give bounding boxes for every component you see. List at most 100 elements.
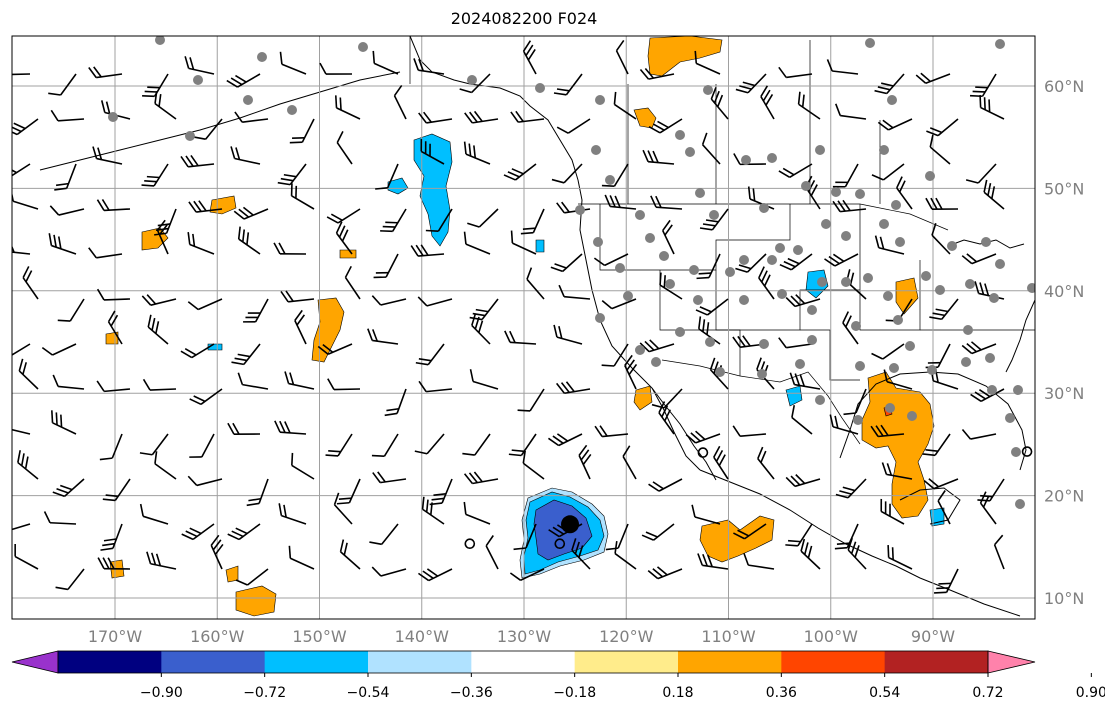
wind-barb	[979, 95, 1005, 120]
wind-barb	[517, 388, 545, 412]
wind-barb	[695, 298, 729, 316]
wind-barb	[881, 462, 913, 480]
colorbar-tick-label: 0.18	[662, 685, 693, 701]
colorbar-tick-label: −0.72	[243, 685, 286, 701]
station-dot	[885, 403, 895, 413]
wind-barb	[234, 111, 269, 123]
border-states-1	[599, 204, 791, 271]
wind-barb	[526, 267, 545, 300]
wind-barb	[648, 478, 683, 492]
wind-barb	[601, 343, 629, 367]
station-dot	[675, 327, 685, 337]
coastline-gulf	[839, 371, 1027, 471]
wind-barb	[979, 491, 997, 525]
wind-barb	[12, 118, 39, 136]
wind-barb	[107, 310, 123, 345]
contour-orange-bc	[633, 107, 657, 129]
wind-barb	[829, 414, 859, 435]
wind-barb	[522, 450, 545, 480]
station-dot	[709, 210, 719, 220]
wind-barb	[880, 498, 905, 525]
wind-barb	[698, 316, 721, 345]
wind-barb	[601, 298, 637, 310]
wind-barb	[961, 341, 997, 355]
contour-cyan-small2	[785, 385, 803, 407]
wind-barb	[12, 343, 31, 359]
colorbar-tick-label: 0.36	[766, 685, 797, 701]
station-dot	[591, 145, 601, 155]
wind-barb	[571, 538, 591, 570]
wind-barb	[469, 369, 499, 390]
wind-barb	[555, 381, 591, 395]
wind-barb	[289, 118, 315, 144]
station-dot	[989, 293, 999, 303]
station-dot	[907, 411, 917, 421]
wind-barb	[834, 103, 867, 120]
lon-label: 120°W	[599, 627, 654, 646]
wind-barb	[418, 380, 453, 393]
contour-orange-pac7	[895, 277, 919, 315]
wind-barb	[97, 557, 131, 570]
station-dot	[1027, 283, 1035, 293]
wind-barb	[961, 253, 997, 265]
contour-orange-alaska	[647, 36, 723, 77]
wind-barb	[18, 358, 39, 390]
wind-barb	[139, 433, 169, 456]
station-dot	[759, 203, 769, 213]
colorbar-tick-label: 0.54	[869, 685, 900, 701]
wind-barb	[832, 163, 859, 188]
wind-barb	[871, 343, 905, 360]
wind-barb	[180, 154, 215, 168]
station-dot	[693, 295, 703, 305]
wind-barb	[290, 183, 315, 210]
wind-barb	[231, 343, 261, 366]
wind-barb	[508, 433, 537, 457]
wind-barb	[335, 221, 353, 255]
lat-label: 30°N	[1044, 384, 1084, 403]
lon-label: 160°W	[190, 627, 245, 646]
wind-barb	[658, 401, 675, 435]
wind-barb	[970, 388, 1005, 402]
wind-barb	[273, 242, 307, 255]
wind-barb	[189, 433, 215, 458]
colorbar-tick-labels: −0.90 −0.72 −0.54 −0.36 −0.18 0.18 0.36 0.54 0.7…	[140, 673, 1105, 701]
station-dot	[851, 321, 861, 331]
station-dot	[243, 95, 253, 105]
wind-barb	[96, 199, 131, 212]
station-dot	[739, 255, 749, 265]
colorbar-extend-low	[11, 650, 59, 674]
wind-barb	[735, 73, 767, 94]
station-dot	[863, 273, 873, 283]
station-dot	[961, 357, 971, 367]
wind-barb	[141, 294, 177, 306]
station-dot	[807, 335, 817, 345]
wind-barb	[336, 131, 353, 165]
wind-barb	[826, 59, 859, 75]
wind-barb	[547, 433, 583, 447]
lat-label: 50°N	[1044, 179, 1084, 198]
wind-barb	[142, 378, 177, 391]
wind-barb	[733, 523, 767, 540]
wind-barb	[485, 535, 499, 570]
wind-barb	[691, 504, 721, 525]
station-dot	[793, 245, 803, 255]
wind-barb	[887, 544, 913, 570]
wind-barb	[558, 284, 591, 300]
station-dot	[981, 237, 991, 247]
wind-barb	[503, 163, 537, 181]
wind-barb	[384, 388, 407, 417]
wind-barb	[642, 149, 675, 165]
wind-barb	[319, 62, 353, 75]
station-dot	[891, 200, 901, 210]
wind-barb	[12, 188, 39, 210]
coastline-east	[1005, 299, 1035, 373]
wind-barb	[334, 95, 361, 120]
wind-barb	[553, 73, 583, 96]
wind-barb	[847, 537, 867, 570]
wind-barb	[141, 163, 169, 187]
wind-barb	[471, 313, 491, 345]
wind-barb	[696, 253, 721, 280]
contour-cyan-np	[413, 133, 453, 247]
wind-barb	[12, 73, 31, 76]
